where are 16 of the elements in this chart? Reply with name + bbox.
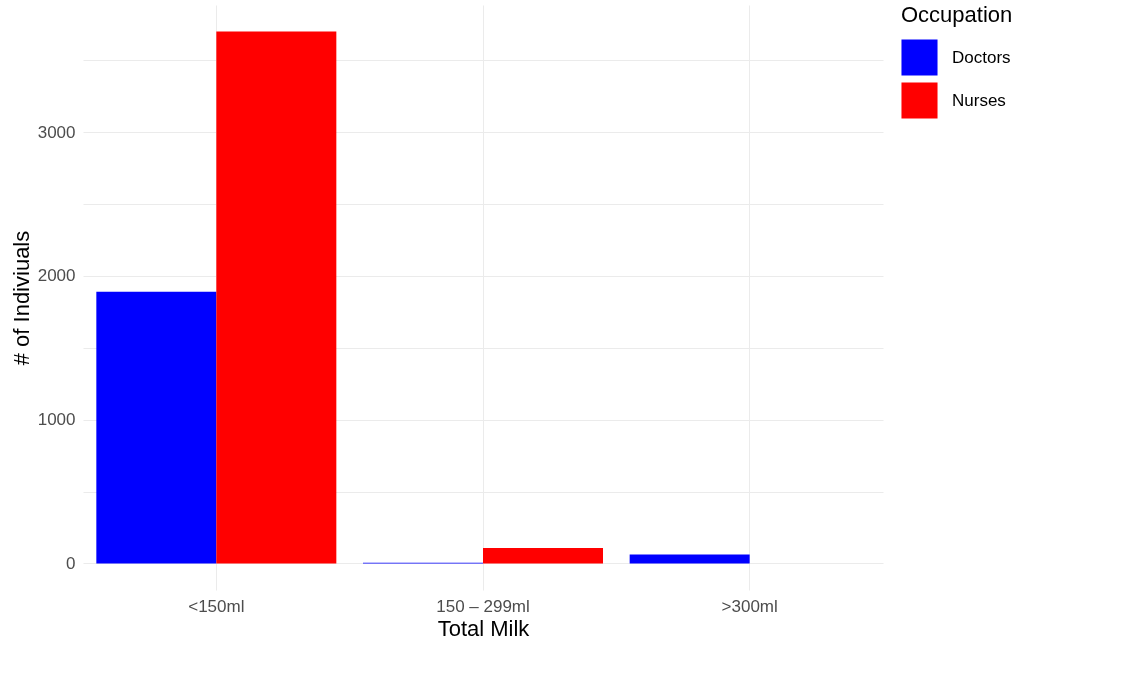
- bar: [216, 31, 337, 564]
- x-tick-label: 150 – 299ml: [436, 596, 530, 616]
- y-tick-label: 2000: [37, 266, 76, 286]
- bar: [629, 554, 750, 564]
- x-axis-title: Total Milk: [437, 615, 531, 641]
- y-axis-title: # of Indiviuals: [8, 230, 34, 366]
- legend-title: Occupation: [901, 2, 1013, 27]
- legend-label: Nurses: [952, 90, 1006, 110]
- bar: [96, 291, 217, 564]
- y-tick-label: 1000: [37, 410, 76, 430]
- x-tick-label: >300ml: [721, 596, 778, 616]
- legend-label: Doctors: [952, 47, 1011, 67]
- y-tick-label: 0: [66, 553, 76, 573]
- x-tick-label: <150ml: [188, 596, 245, 616]
- bar: [483, 547, 603, 564]
- y-tick-label: 3000: [37, 122, 76, 142]
